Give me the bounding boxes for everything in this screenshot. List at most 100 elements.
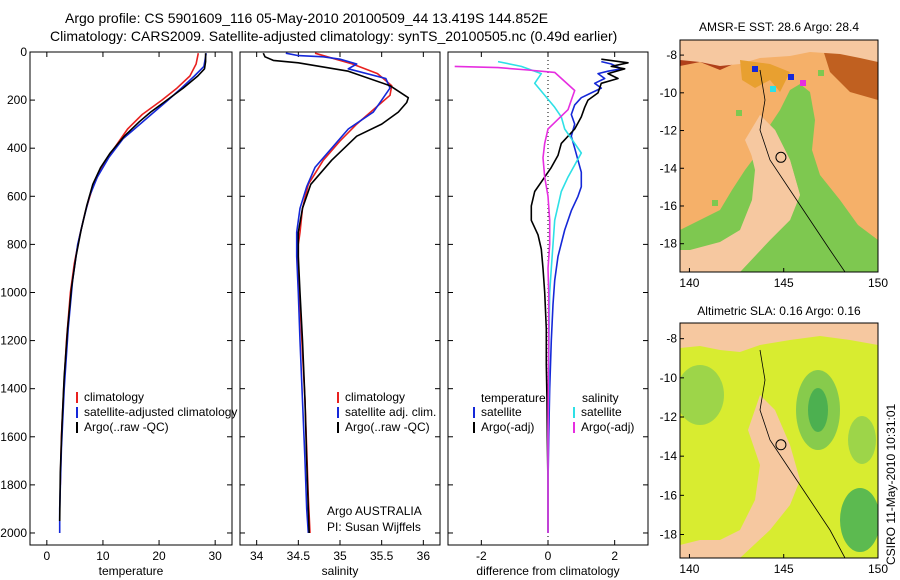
land-new-guinea bbox=[680, 323, 878, 352]
difference-x-tick-label: -2 bbox=[476, 549, 487, 563]
depth-tick-label: 1800 bbox=[0, 478, 27, 492]
depth-tick-label: 200 bbox=[7, 93, 27, 107]
salinity-x-tick-label: 34 bbox=[250, 549, 264, 563]
difference-legend-heading-temperature: temperature bbox=[481, 391, 546, 405]
sst-contour bbox=[759, 69, 846, 272]
temperature-x-axis-label: temperature bbox=[99, 564, 164, 578]
sst-pixel bbox=[736, 110, 742, 116]
credit-text: CSIRO 11-May-2010 10:31:01 bbox=[884, 403, 898, 565]
difference-x-tick-label: 2 bbox=[611, 549, 618, 563]
sst_map-lon-tick-label: 140 bbox=[679, 276, 699, 290]
difference-series-magenta bbox=[454, 65, 576, 533]
depth-tick-label: 1200 bbox=[0, 334, 27, 348]
temperature-x-tick-label: 0 bbox=[43, 549, 50, 563]
sla_map-lat-tick-label: -8 bbox=[666, 332, 677, 346]
sla_map-lon-tick-label: 150 bbox=[868, 562, 888, 576]
salinity-series-black bbox=[262, 52, 410, 534]
salinity-axes-frame bbox=[239, 51, 441, 546]
sst_map-lat-tick-label: -8 bbox=[666, 48, 677, 62]
salinity-legend-entry: Argo(..raw -QC) bbox=[345, 420, 430, 434]
difference-series-black bbox=[530, 58, 629, 533]
sla-anomaly bbox=[840, 488, 878, 552]
sla_map-lat-tick-label: -16 bbox=[660, 488, 678, 502]
title-line-1: Argo profile: CS 5901609_116 05-May-2010… bbox=[65, 10, 548, 26]
sst-pixel bbox=[712, 200, 718, 206]
sla-anomaly bbox=[680, 365, 724, 425]
temperature-legend-entry: satellite-adjusted climatology bbox=[84, 405, 237, 419]
salinity-legend-entry: satellite adj. clim. bbox=[345, 405, 436, 419]
depth-tick-label: 0 bbox=[20, 45, 27, 59]
difference-series-cyan bbox=[497, 60, 583, 533]
sla-map: Altimetric SLA: 0.16 Argo: 0.16 140 145 15… bbox=[660, 304, 889, 576]
salinity-panel: 34 34.5 35 35.5 36 salinity climatologysatelli… bbox=[239, 51, 441, 578]
temperature-legend-entry: Argo(..raw -QC) bbox=[84, 420, 169, 434]
difference-legend-entry: Argo(-adj) bbox=[481, 420, 534, 434]
sla-low-anomaly-core bbox=[808, 388, 828, 432]
sla_map-lat-tick-label: -12 bbox=[660, 410, 678, 424]
salinity-x-tick-label: 34.5 bbox=[287, 549, 311, 563]
salinity-legend-entry: climatology bbox=[345, 390, 405, 404]
sst_map-lat-tick-label: -16 bbox=[660, 199, 678, 213]
temperature-series-blue bbox=[58, 53, 207, 533]
sla-contour bbox=[759, 349, 846, 558]
salinity-x-tick-label: 35 bbox=[333, 549, 347, 563]
depth-tick-label: 1600 bbox=[0, 430, 27, 444]
salinity-x-axis-label: salinity bbox=[322, 564, 359, 578]
temperature-axes-frame bbox=[29, 51, 233, 546]
depth-tick-label: 1400 bbox=[0, 382, 27, 396]
sst-map-frame bbox=[679, 39, 879, 273]
difference-legend-entry: satellite bbox=[581, 405, 622, 419]
sst_map-lat-tick-label: -14 bbox=[660, 161, 678, 175]
temperature-x-tick-label: 30 bbox=[208, 549, 222, 563]
salinity-x-tick-label: 35.5 bbox=[370, 549, 394, 563]
sla-map-ticks: 140 145 150 -8 -10 -12 -14 -16 -18 bbox=[660, 332, 889, 576]
sst_map-lat-tick-label: -18 bbox=[660, 237, 678, 251]
temperature-x-tick-label: 20 bbox=[152, 549, 166, 563]
sst-map-title: AMSR-E SST: 28.6 Argo: 28.4 bbox=[699, 20, 859, 34]
sst-pixel bbox=[788, 74, 794, 80]
depth-tick-label: 600 bbox=[7, 189, 27, 203]
sst_map-lon-tick-label: 145 bbox=[774, 276, 794, 290]
sla_map-lon-tick-label: 140 bbox=[679, 562, 699, 576]
sst-pixel bbox=[752, 66, 758, 72]
sla_map-lat-tick-label: -10 bbox=[660, 371, 678, 385]
argo-location-marker bbox=[775, 151, 787, 163]
land-cape-york bbox=[680, 395, 800, 558]
temperature-legend-entry: climatology bbox=[84, 390, 144, 404]
land-cape-york-east bbox=[680, 115, 800, 272]
sla-map-frame bbox=[679, 322, 879, 559]
land-new-guinea bbox=[680, 40, 878, 66]
salinity-series-blue bbox=[285, 52, 391, 534]
sst-pixel bbox=[800, 80, 806, 86]
sla_map-lat-tick-label: -14 bbox=[660, 449, 678, 463]
salinity-x-tick-label: 36 bbox=[417, 549, 431, 563]
temperature-x-tick-label: 10 bbox=[96, 549, 110, 563]
sst_map-lat-tick-label: -12 bbox=[660, 124, 678, 138]
sla-map-title: Altimetric SLA: 0.16 Argo: 0.16 bbox=[697, 304, 861, 318]
sst-map-ticks: 140 145 150 -8 -10 -12 -14 -16 -18 bbox=[660, 48, 889, 290]
principal-investigator: PI: Susan Wijffels bbox=[327, 520, 421, 534]
sla-anomaly bbox=[848, 416, 876, 464]
argo-location-marker bbox=[775, 439, 787, 451]
depth-tick-label: 400 bbox=[7, 141, 27, 155]
sla_map-lat-tick-label: -18 bbox=[660, 528, 678, 542]
depth-tick-label: 1000 bbox=[0, 285, 27, 299]
float-owner: Argo AUSTRALIA bbox=[327, 504, 422, 518]
difference-x-axis-label: difference from climatology bbox=[476, 564, 619, 578]
difference-legend-entry: Argo(-adj) bbox=[581, 420, 634, 434]
difference-series-blue bbox=[547, 60, 623, 533]
difference-x-tick-label: 0 bbox=[545, 549, 552, 563]
sst-pixel bbox=[818, 70, 824, 76]
sst-pixel bbox=[770, 86, 776, 92]
sla_map-lon-tick-label: 145 bbox=[774, 562, 794, 576]
difference-legend-entry: satellite bbox=[481, 405, 522, 419]
difference-legend-heading-salinity: salinity bbox=[582, 391, 619, 405]
sst_map-lat-tick-label: -10 bbox=[660, 86, 678, 100]
temperature-series-black bbox=[58, 53, 207, 522]
temperature-panel: 0 10 20 30 temperature 0 200 400 600 800 1000 1200 1… bbox=[0, 45, 237, 578]
depth-tick-label: 800 bbox=[7, 237, 27, 251]
sst-map: AMSR-E SST: 28.6 Argo: 28.4 140 145 150 -8 -… bbox=[660, 20, 889, 290]
title-line-2: Climatology: CARS2009. Satellite-adjuste… bbox=[50, 28, 617, 44]
